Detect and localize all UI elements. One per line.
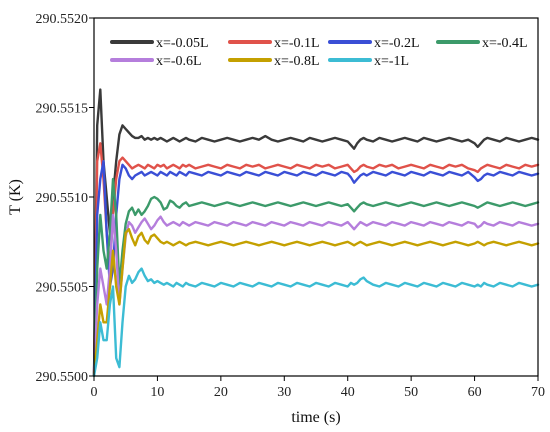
y-tick-label: 290.5510 <box>36 191 89 206</box>
x-tick-label: 40 <box>341 385 355 400</box>
x-tick-label: 70 <box>531 385 545 400</box>
series-line-0 <box>92 88 540 378</box>
plot-frame <box>93 17 539 377</box>
series-line-6 <box>92 267 540 378</box>
x-tick-label: 50 <box>404 385 418 400</box>
x-tick-label: 30 <box>277 385 291 400</box>
x-tick-label: 60 <box>468 385 482 400</box>
series-line-4 <box>92 213 540 378</box>
x-tick-label: 10 <box>150 385 164 400</box>
series-line-5 <box>92 227 540 378</box>
legend: x=-0.05L x=-0.1L x=-0.2L x=-0.4L x=-0.6L x=-0… <box>110 36 528 69</box>
legend-label-6: x=-1L <box>374 54 409 69</box>
legend-label-5: x=-0.8L <box>274 54 320 69</box>
series-layer <box>92 88 540 378</box>
legend-label-2: x=-0.2L <box>374 36 420 51</box>
x-tick-label: 20 <box>214 385 228 400</box>
x-tick-label: 0 <box>91 385 98 400</box>
legend-label-4: x=-0.6L <box>156 54 202 69</box>
y-tick-label: 290.5520 <box>36 12 89 27</box>
legend-label-1: x=-0.1L <box>274 36 320 51</box>
x-axis-label: time (s) <box>291 409 340 426</box>
legend-label-3: x=-0.4L <box>482 36 528 51</box>
axes: 0 10 20 30 40 50 60 70 290.5500 290.5505 290.5510 2… <box>36 12 546 400</box>
y-axis-label: T (K) <box>7 179 24 215</box>
series-line-2 <box>92 159 540 378</box>
y-tick-label: 290.5515 <box>36 102 89 117</box>
series-line-1 <box>92 142 540 378</box>
y-tick-label: 290.5505 <box>36 281 89 296</box>
legend-label-0: x=-0.05L <box>156 36 209 51</box>
series-line-3 <box>92 177 540 378</box>
y-tick-label: 290.5500 <box>36 370 89 385</box>
